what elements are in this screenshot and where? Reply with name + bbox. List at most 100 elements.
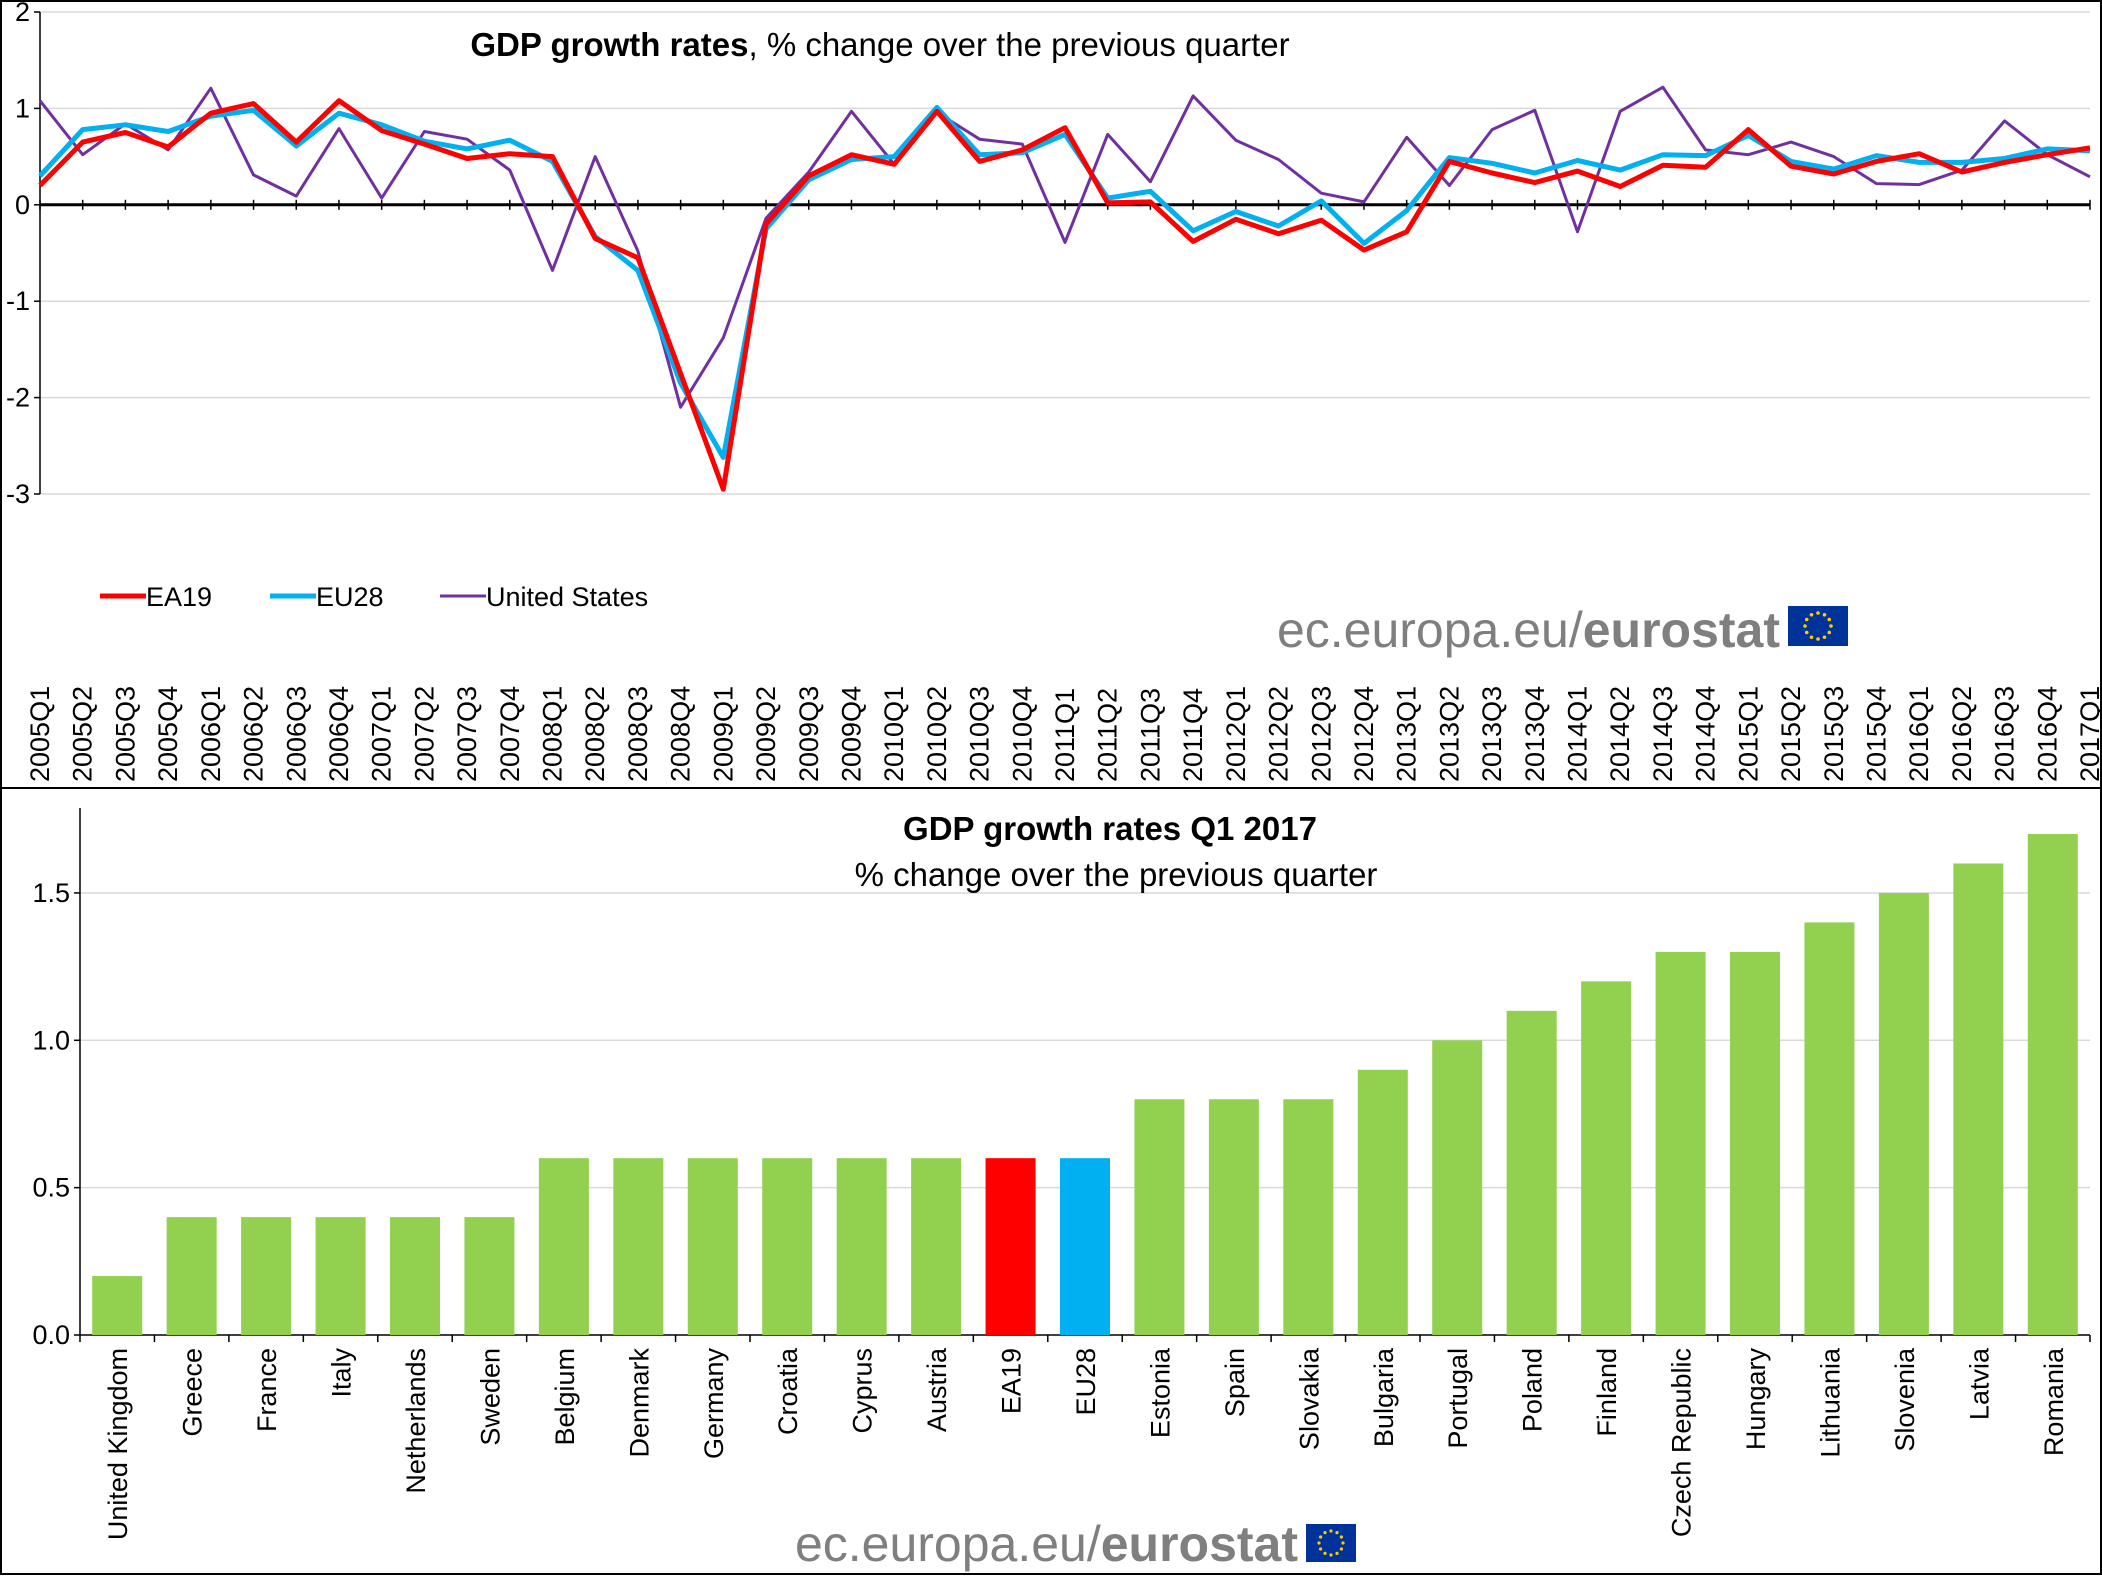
line-x-tick-label: 2010Q4 [1007,686,1037,782]
bar-bulgaria [1357,1069,1408,1335]
legend-label-ea19: EA19 [146,582,212,612]
line-x-tick-label: 2006Q3 [281,686,311,782]
bar-netherlands [390,1217,440,1335]
line-x-tick-label: 2005Q1 [25,686,55,782]
eu-flag-star [1804,630,1809,635]
bar-romania [2027,834,2078,1335]
line-x-tick-label: 2013Q2 [1434,686,1464,782]
eu-flag-star [1816,611,1820,615]
bar-label-estonia: Estonia [1145,1347,1175,1438]
bar-france [241,1217,292,1335]
bar-label-finland: Finland [1592,1348,1622,1437]
line-chart-plot [38,85,2091,492]
line-x-tick-label: 2006Q4 [324,686,354,782]
line-x-tick-label: 2009Q1 [708,686,738,782]
line-x-tick-label: 2007Q2 [409,686,439,782]
line-chart-x-ticks: 2005Q1 2005Q2 2005Q3 2005Q4 2006Q1 2006Q2 2006… [25,686,2102,782]
bar-finland [1581,981,1632,1335]
line-x-tick-label: 2014Q4 [1691,686,1721,782]
legend-label-united-states: United States [486,582,648,612]
eu-flag-star [1339,1547,1343,1551]
bar-chart-frame [0,787,2102,1575]
bar-label-latvia: Latvia [1964,1347,1994,1420]
line-x-tick-label: 2013Q4 [1520,686,1550,782]
bar-sweden [464,1217,515,1335]
bar-y-tick-label: 1.5 [32,878,70,908]
watermark-brand-top: eurostat [1583,602,1781,658]
line-x-tick-label: 2010Q3 [965,686,995,782]
bar-estonia [1134,1099,1185,1335]
bar-spain [1208,1099,1259,1335]
bar-germany [687,1158,738,1335]
line-x-tick-label: 2005Q4 [153,686,183,782]
line-x-tick-label: 2012Q2 [1264,686,1294,782]
eu-flag-star [1809,612,1814,617]
line-x-tick-label: 2009Q3 [794,686,824,782]
bar-chart-subtitle: % change over the previous quarter [855,856,1378,893]
line-x-tick-label: 2009Q2 [751,686,781,782]
bar-label-netherlands: Netherlands [401,1348,431,1494]
line-chart-legend: EA19 EU28 United States [100,582,648,612]
watermark-top: ec.europa.eu/eurostat [1277,602,1780,658]
eu-flag-star [1335,1531,1339,1535]
bar-label-france: France [252,1348,282,1432]
bar-eu28 [1060,1158,1110,1335]
bar-austria [911,1158,962,1335]
bar-label-greece: Greece [178,1348,208,1437]
line-x-tick-label: 2015Q1 [1733,686,1763,782]
line-x-tick-label: 2005Q3 [110,686,140,782]
series-line-eu28 [38,104,2091,460]
line-x-tick-label: 2007Q1 [367,686,397,782]
line-x-tick-label: 2014Q2 [1605,686,1635,782]
line-x-tick-label: 2008Q4 [666,686,696,782]
line-x-tick-label: 2008Q1 [538,686,568,782]
bar-united-kingdom [92,1276,143,1335]
line-chart-y-ticks: -3 -2 -1 0 1 2 [6,0,30,509]
eu-flag-star [1323,1551,1327,1555]
bar-label-slovenia: Slovenia [1890,1347,1920,1452]
line-x-tick-label: 2017Q1 [2075,686,2102,782]
bar-y-tick-label: 1.0 [32,1025,70,1055]
bar-hungary [1730,951,1780,1335]
line-x-tick-label: 2012Q3 [1306,686,1336,782]
eu-flag-star [1319,1535,1323,1539]
eu-flag-star [1335,1551,1339,1555]
eu-flag-icon [1788,606,1848,646]
bar-chart-bars [92,834,2078,1335]
line-chart-gridlines [34,11,2091,495]
bar-belgium [538,1158,589,1335]
bar-label-austria: Austria [922,1347,952,1432]
bar-latvia [1953,863,2004,1335]
watermark-bottom: ec.europa.eu/eurostat [795,1516,1298,1572]
line-x-tick-label: 2011Q1 [1050,688,1080,782]
bar-label-belgium: Belgium [550,1348,580,1446]
line-x-tick-label: 2015Q2 [1776,686,1806,782]
eu-flag-star [1803,624,1807,628]
bar-label-czech-republic: Czech Republic [1667,1348,1697,1537]
line-x-tick-label: 2007Q4 [495,686,525,782]
bar-greece [166,1217,217,1335]
eu-flag-star [1339,1535,1343,1539]
watermark-brand-bottom: eurostat [1101,1516,1299,1572]
eu-flag-star [1822,612,1827,617]
bar-label-croatia: Croatia [773,1347,803,1435]
bar-chart-x-ticks: United Kingdom Greece France Italy Netherlan… [103,1347,2069,1540]
eu-flag-star [1827,630,1832,635]
bar-ea19 [985,1158,1036,1335]
bar-label-united-kingdom: United Kingdom [103,1348,133,1540]
line-x-tick-label: 2008Q2 [580,686,610,782]
line-x-tick-label: 2008Q3 [623,686,653,782]
bar-denmark [613,1158,664,1335]
eu-flag-star [1329,1553,1333,1557]
line-x-tick-label: 2012Q4 [1349,686,1379,782]
line-x-tick-label: 2015Q4 [1861,686,1891,782]
eu-flag-star [1329,1529,1333,1533]
line-chart-title-rest: , % change over the previous quarter [748,26,1289,63]
bar-label-lithuania: Lithuania [1815,1347,1845,1458]
series-line-united-states [38,85,2091,409]
bar-chart-y-ticks: 0.0 0.5 1.0 1.5 [32,878,70,1350]
bar-label-bulgaria: Bulgaria [1369,1347,1399,1447]
bar-slovakia [1283,1099,1334,1335]
